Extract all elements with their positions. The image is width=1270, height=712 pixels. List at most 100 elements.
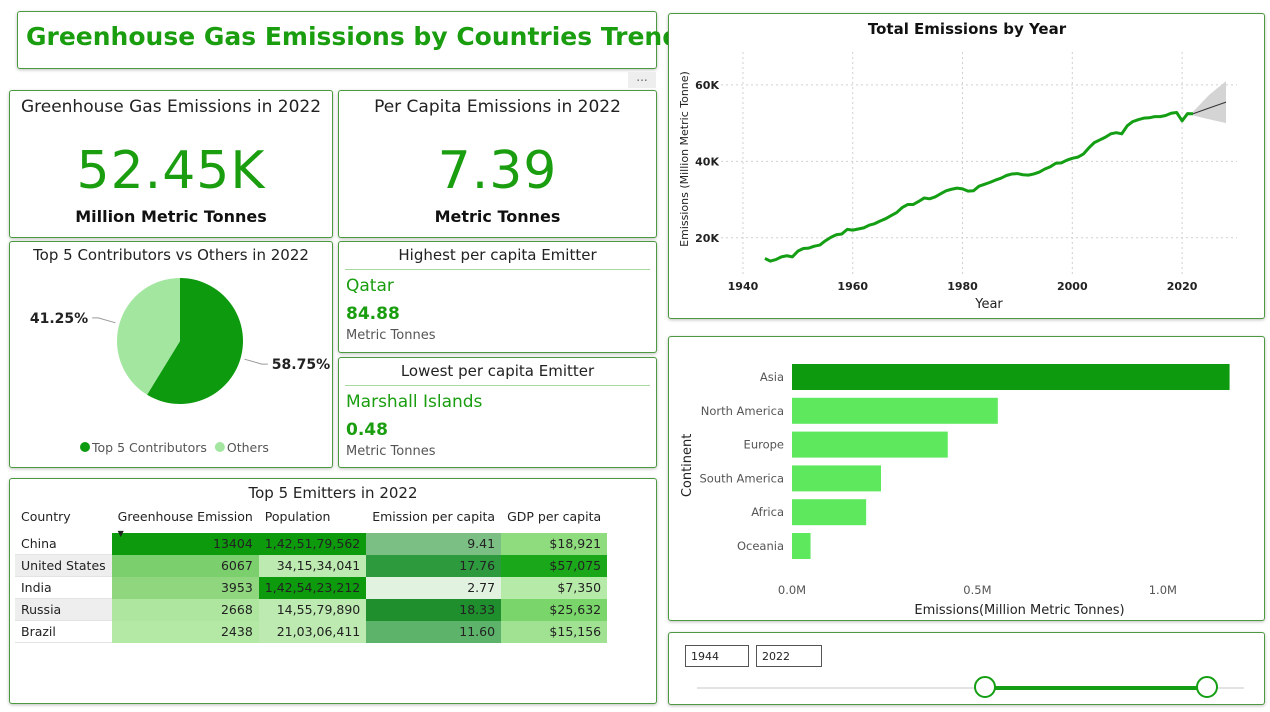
cell-per-capita: 18.33 [366,598,502,621]
cell-country: China [15,533,112,555]
top-emitters-card: Top 5 Emitters in 2022 Country Greenhous… [9,478,657,704]
divider [345,385,650,386]
slider-start-handle[interactable] [974,676,996,698]
table-row[interactable]: Brazil 2438 21,03,06,411 11.60 $15,156 [15,620,608,643]
x-tick-label: 2000 [1057,280,1088,293]
bar-north-america[interactable] [792,397,998,424]
cell-per-capita: 2.77 [366,576,502,599]
lowest-emitter-value: 0.48 [346,420,388,440]
legend-entry[interactable]: Top 5 Contributors [91,440,207,455]
pie-slice-2[interactable] [117,278,180,395]
forecast-line [1192,101,1227,115]
total-emissions-unit: Million Metric Tonnes [75,207,267,226]
column-header-population[interactable]: Population [264,509,331,524]
column-header-gdp[interactable]: GDP per capita [507,509,602,524]
y-axis-label: Continent [680,434,695,498]
legend-marker [80,442,90,452]
bar-asia[interactable] [792,364,1230,390]
highest-emitter-country: Qatar [346,276,394,296]
cell-per-capita: 9.41 [366,533,502,555]
more-options-button[interactable]: ... [628,71,656,88]
dashboard-title-card: Greenhouse Gas Emissions by Countries Tr… [17,11,680,69]
year-slicer-card: 1944 2022 [668,632,1265,705]
cell-gdp: $18,921 [501,533,608,555]
line-chart-title: Total Emissions by Year [868,20,1067,38]
bar-africa[interactable] [792,499,867,526]
cell-per-capita: 11.60 [366,620,502,643]
total-emissions-card: Greenhouse Gas Emissions in 2022 52.45K … [9,90,333,238]
category-label: Europe [744,438,784,452]
total-emissions-title: Greenhouse Gas Emissions in 2022 [20,97,322,117]
highest-emitter-card: Highest per capita Emitter Qatar 84.88 M… [338,241,657,353]
slider-track[interactable] [697,687,1244,689]
cell-population: 21,03,06,411 [258,620,367,643]
pie-chart: 58.75% 41.25% Top 5 Contributors Others [30,278,330,455]
cell-emission: 2438 [111,620,259,643]
emissions-series-line[interactable] [764,110,1194,263]
cell-population: 34,15,34,041 [258,554,367,577]
category-label: Asia [760,370,784,384]
category-label: Africa [751,505,784,519]
highest-emitter-title: Highest per capita Emitter [398,246,597,264]
table-row[interactable]: India 3953 1,42,54,23,212 2.77 $7,350 [15,576,608,599]
cell-emission: 3953 [111,576,259,599]
category-label: Oceania [737,539,784,553]
total-emissions-value: 52.45K [76,141,266,201]
slider-end-handle[interactable] [1196,676,1218,698]
pie-chart-title: Top 5 Contributors vs Others in 2022 [33,246,309,264]
x-tick-label: 1960 [837,280,868,293]
cell-emission: 6067 [111,554,259,577]
lowest-emitter-card: Lowest per capita Emitter Marshall Islan… [338,357,657,468]
per-capita-unit: Metric Tonnes [434,207,561,226]
top-emitters-table: Country Greenhouse Emission ▼ Population… [15,505,608,643]
x-tick-label: 1940 [728,280,759,293]
x-axis-label: Year [974,297,1003,312]
category-label: North America [701,404,784,418]
line-chart: Total Emissions by Year 20K 40K 60K 1940 1960… [678,20,1237,312]
pie-data-label: 58.75% [272,357,330,373]
cell-country: Brazil [15,620,112,643]
x-axis-label: Emissions(Million Metric Tonnes) [914,603,1124,618]
column-header-per-capita[interactable]: Emission per capita [372,509,496,524]
year-end-input[interactable]: 2022 [756,645,822,667]
y-axis-label: Emissions (Million Metric Tonne) [678,71,691,247]
column-header-emission-label: Greenhouse Emission [117,509,253,524]
cell-country: United States [15,554,112,577]
column-header-emission[interactable]: Greenhouse Emission ▼ [112,505,259,538]
sort-descending-icon: ▼ [117,529,124,538]
category-label: South America [699,471,784,485]
slider-range-fill [985,686,1207,690]
year-start-input[interactable]: 1944 [685,645,749,667]
cell-population: 1,42,54,23,212 [258,576,367,599]
legend-entry[interactable]: Others [227,440,269,455]
x-tick-label: 2020 [1167,280,1198,293]
per-capita-card: Per Capita Emissions in 2022 7.39 Metric… [338,90,657,238]
dashboard-title: Greenhouse Gas Emissions by Countries Tr… [26,22,681,51]
cell-country: India [15,576,112,599]
legend-marker [214,442,225,452]
cell-emission: 2668 [111,598,259,621]
pie-slice-1[interactable] [147,278,244,404]
pie-data-label: 41.25% [30,311,88,327]
lowest-emitter-unit: Metric Tonnes [346,444,436,459]
bar-south-america[interactable] [792,465,881,492]
pie-leader-line [244,358,268,365]
per-capita-value: 7.39 [437,141,558,201]
table-row[interactable]: United States 6067 34,15,34,041 17.76 $57,07… [15,554,608,577]
cell-population: 14,55,79,890 [258,598,367,621]
bar-europe[interactable] [792,431,948,458]
bar-chart: Asia North America Europe South America Afri… [680,364,1230,618]
bar-oceania[interactable] [792,533,811,559]
table-row[interactable]: China 13404 1,42,51,79,562 9.41 $18,921 [15,533,608,555]
table-row[interactable]: Russia 2668 14,55,79,890 18.33 $25,632 [15,598,608,621]
x-tick-label: 1.0M [1149,583,1177,597]
table-header-row: Country Greenhouse Emission ▼ Population… [15,505,607,538]
cell-emission: 13404 [111,533,259,555]
x-tick-label: 0.0M [778,583,806,597]
cell-gdp: $25,632 [501,598,608,621]
x-tick-label: 0.5M [963,583,991,597]
continent-bar-card: Asia North America Europe South America Afri… [668,336,1265,621]
column-header-country[interactable]: Country [21,509,71,524]
highest-emitter-value: 84.88 [346,304,400,324]
total-emissions-by-year-card: Total Emissions by Year 20K 40K 60K 1940 1960… [668,13,1265,319]
